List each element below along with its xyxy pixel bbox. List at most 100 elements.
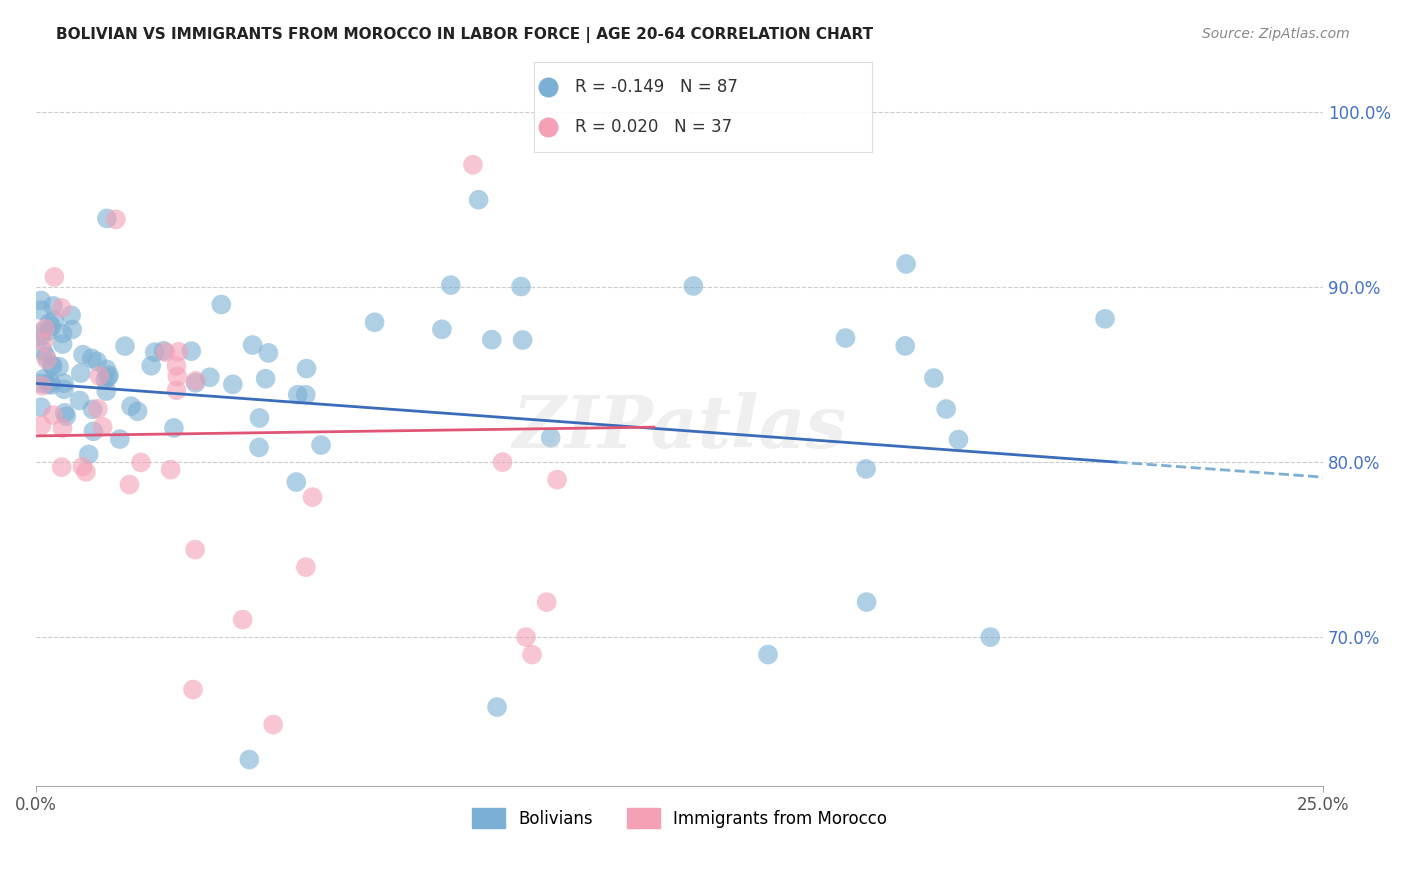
- Bolivians: [53, 376, 76, 391]
- Immigrants from Morocco: [44, 269, 66, 284]
- Bolivians: [855, 462, 877, 476]
- Bolivians: [108, 432, 131, 446]
- Bolivians: [486, 700, 509, 714]
- Immigrants from Morocco: [30, 418, 52, 433]
- Bolivians: [30, 329, 52, 343]
- Immigrants from Morocco: [31, 378, 53, 392]
- Immigrants from Morocco: [42, 408, 65, 422]
- Bolivians: [42, 359, 65, 374]
- Legend: Bolivians, Immigrants from Morocco: Bolivians, Immigrants from Morocco: [465, 801, 894, 835]
- Bolivians: [32, 371, 55, 385]
- Bolivians: [1094, 311, 1116, 326]
- Bolivians: [481, 333, 503, 347]
- Bolivians: [855, 595, 877, 609]
- Immigrants from Morocco: [72, 459, 94, 474]
- Bolivians: [42, 299, 65, 313]
- Bolivians: [30, 303, 52, 318]
- Bolivians: [114, 339, 136, 353]
- Text: R = 0.020   N = 37: R = 0.020 N = 37: [575, 118, 733, 136]
- Bolivians: [198, 370, 221, 384]
- Bolivians: [37, 377, 59, 392]
- Bolivians: [41, 358, 63, 372]
- Bolivians: [510, 279, 533, 293]
- Bolivians: [41, 377, 63, 392]
- Bolivians: [163, 421, 186, 435]
- Immigrants from Morocco: [184, 542, 207, 557]
- Bolivians: [69, 393, 91, 408]
- Bolivians: [30, 326, 52, 340]
- Immigrants from Morocco: [166, 384, 188, 398]
- Bolivians: [295, 361, 318, 376]
- Bolivians: [41, 319, 63, 334]
- Bolivians: [82, 425, 104, 439]
- Immigrants from Morocco: [536, 595, 558, 609]
- Text: Source: ZipAtlas.com: Source: ZipAtlas.com: [1202, 27, 1350, 41]
- Bolivians: [540, 431, 562, 445]
- Bolivians: [440, 278, 463, 293]
- Immigrants from Morocco: [51, 421, 73, 435]
- Bolivians: [285, 475, 308, 489]
- Bolivians: [430, 322, 453, 336]
- Immigrants from Morocco: [262, 717, 284, 731]
- Immigrants from Morocco: [87, 401, 110, 416]
- Bolivians: [309, 438, 332, 452]
- Immigrants from Morocco: [104, 212, 127, 227]
- Bolivians: [834, 331, 856, 345]
- Immigrants from Morocco: [159, 463, 181, 477]
- Bolivians: [143, 345, 166, 359]
- Text: BOLIVIAN VS IMMIGRANTS FROM MOROCCO IN LABOR FORCE | AGE 20-64 CORRELATION CHART: BOLIVIAN VS IMMIGRANTS FROM MOROCCO IN L…: [56, 27, 873, 43]
- Bolivians: [38, 317, 60, 331]
- Bolivians: [184, 376, 207, 390]
- Bolivians: [98, 368, 121, 383]
- Bolivians: [80, 351, 103, 366]
- Immigrants from Morocco: [546, 473, 568, 487]
- Bolivians: [60, 308, 83, 322]
- Immigrants from Morocco: [184, 374, 207, 388]
- Immigrants from Morocco: [520, 648, 543, 662]
- Bolivians: [44, 313, 66, 327]
- Bolivians: [141, 359, 163, 373]
- Bolivians: [294, 388, 316, 402]
- Bolivians: [86, 354, 108, 368]
- Immigrants from Morocco: [35, 352, 58, 367]
- Bolivians: [77, 447, 100, 461]
- Bolivians: [238, 753, 260, 767]
- Bolivians: [94, 372, 117, 386]
- Text: ZIPatlas: ZIPatlas: [512, 392, 846, 463]
- Bolivians: [287, 387, 309, 401]
- Bolivians: [152, 343, 174, 358]
- Bolivians: [948, 433, 970, 447]
- Bolivians: [682, 279, 704, 293]
- Bolivians: [69, 366, 91, 380]
- Bolivians: [363, 315, 385, 329]
- Bolivians: [935, 402, 957, 417]
- Bolivians: [39, 375, 62, 389]
- Bolivians: [756, 648, 779, 662]
- Bolivians: [249, 411, 271, 425]
- Immigrants from Morocco: [51, 460, 73, 475]
- Immigrants from Morocco: [295, 560, 318, 574]
- Bolivians: [52, 382, 75, 396]
- Bolivians: [922, 371, 945, 385]
- Bolivians: [180, 344, 202, 359]
- Bolivians: [242, 338, 264, 352]
- Immigrants from Morocco: [166, 369, 188, 384]
- Immigrants from Morocco: [461, 158, 484, 172]
- Bolivians: [55, 409, 77, 424]
- Bolivians: [979, 630, 1001, 644]
- Bolivians: [120, 399, 142, 413]
- Immigrants from Morocco: [118, 477, 141, 491]
- Immigrants from Morocco: [301, 490, 323, 504]
- Immigrants from Morocco: [232, 613, 254, 627]
- Immigrants from Morocco: [165, 359, 187, 373]
- Immigrants from Morocco: [155, 345, 177, 359]
- Bolivians: [30, 293, 52, 308]
- Bolivians: [30, 376, 52, 391]
- Bolivians: [96, 362, 118, 376]
- Bolivians: [254, 372, 277, 386]
- Immigrants from Morocco: [89, 368, 111, 383]
- Immigrants from Morocco: [491, 455, 513, 469]
- Bolivians: [97, 370, 120, 384]
- Bolivians: [96, 211, 118, 226]
- Bolivians: [467, 193, 489, 207]
